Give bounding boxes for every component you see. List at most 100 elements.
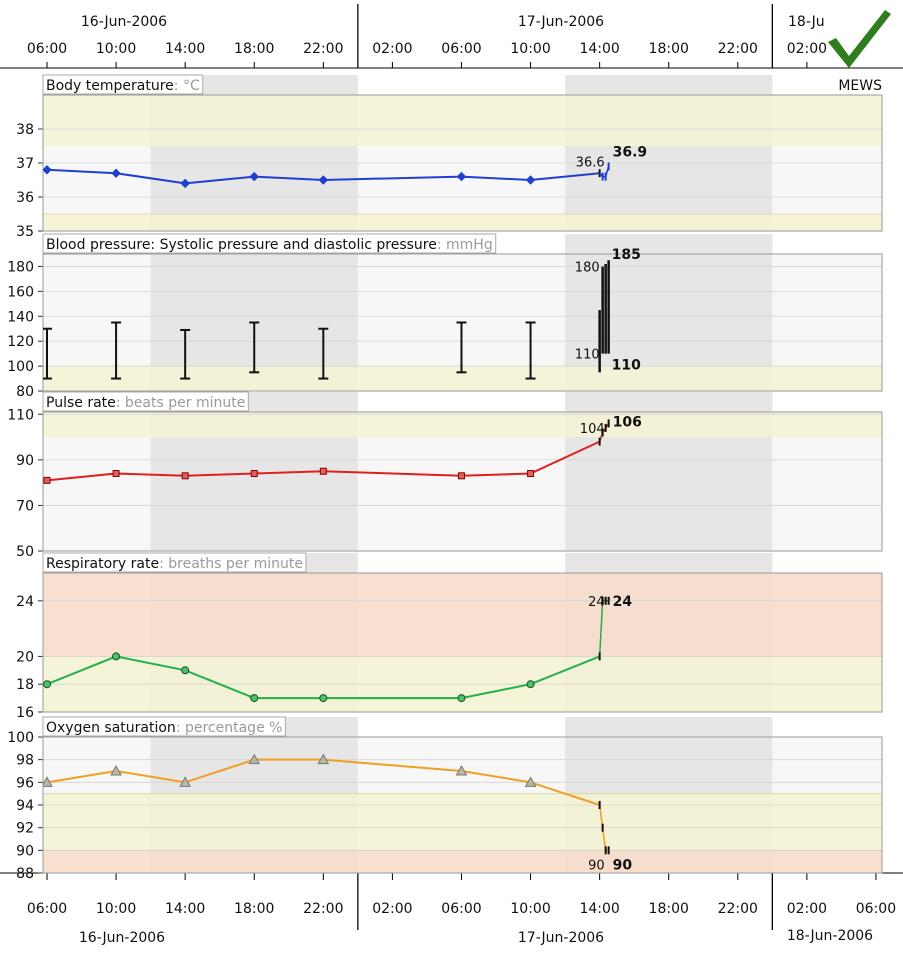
top-time-tick-label: 18:00 <box>234 41 274 57</box>
data-point <box>112 652 121 661</box>
series-group <box>43 596 610 703</box>
series-line <box>46 168 600 185</box>
data-point <box>319 467 327 475</box>
summary-low-current: 110 <box>612 358 641 374</box>
data-point <box>525 175 536 185</box>
threshold-band <box>43 214 882 231</box>
y-tick-label: 90 <box>16 843 34 859</box>
panel-title-label: Blood pressure: Systolic pressure and di… <box>46 237 437 253</box>
panel-unit-label: : mmHg <box>437 237 493 253</box>
top-time-tick-label: 14:00 <box>165 41 205 57</box>
panel-title: Respiratory rate: breaths per minute <box>42 552 307 573</box>
top-date-label-1: 16-Jun-2006 <box>81 14 167 30</box>
panel-5: 88 90 92 94 96 98 100 Oxygen saturation: percen… <box>7 716 883 882</box>
bottom-time-tick-label: 10:00 <box>96 901 136 917</box>
panel-title-box <box>42 552 307 573</box>
bottom-time-tick-label: 18:00 <box>649 901 689 917</box>
panel-title-text: Pulse rate: beats per minute <box>46 395 245 411</box>
data-point <box>180 178 190 189</box>
recent-trend-line <box>598 804 609 852</box>
panel-title-label: Body temperature <box>46 78 174 94</box>
y-tick-label: 100 <box>7 359 34 375</box>
data-point <box>181 666 190 675</box>
panel-1: 35 36 37 38 Body temperature: °C 36.6 36.9 <box>16 74 883 240</box>
bottom-date-label-3: 18-Jun-2006 <box>787 928 873 944</box>
summary-current-value: 24 <box>613 594 633 610</box>
bottom-time-tick-label: 18:00 <box>234 901 274 917</box>
y-tick-label: 35 <box>16 224 34 240</box>
panel-unit-label: : beats per minute <box>116 395 246 411</box>
panel-title-label: Respiratory rate <box>46 556 159 572</box>
threshold-band <box>43 850 882 873</box>
series-group <box>43 162 610 189</box>
panel-title-text: Blood pressure: Systolic pressure and di… <box>46 237 493 253</box>
threshold-band <box>43 412 882 438</box>
series-line <box>46 758 600 806</box>
bottom-time-tick-label: 06:00 <box>856 901 896 917</box>
panel-unit-label: : breaths per minute <box>159 556 303 572</box>
top-time-tick-label: 06:00 <box>441 41 481 57</box>
y-tick-label: 80 <box>16 384 34 400</box>
y-tick-label: 20 <box>16 649 34 665</box>
data-point <box>319 694 328 703</box>
panel-4: 16 18 20 24 Respiratory rate: breaths per mi… <box>16 552 883 721</box>
data-point <box>112 470 120 478</box>
plot-frame <box>42 411 883 552</box>
summary-high-current: 185 <box>612 247 641 263</box>
top-time-tick-label: 10:00 <box>510 41 550 57</box>
data-point <box>456 171 467 182</box>
summary-low-value: 90 <box>588 858 605 873</box>
y-tick-label: 100 <box>7 730 34 746</box>
y-tick-label: 24 <box>16 594 34 610</box>
y-tick-label: 16 <box>16 705 34 721</box>
bottom-time-tick-label: 06:00 <box>441 901 481 917</box>
top-time-tick-label: 18:00 <box>649 41 689 57</box>
y-tick-label: 94 <box>16 798 34 814</box>
panel-title-text: Respiratory rate: breaths per minute <box>46 556 303 572</box>
panel-title: Blood pressure: Systolic pressure and di… <box>42 233 497 254</box>
y-tick-label: 92 <box>16 821 34 837</box>
data-point <box>250 694 259 703</box>
bottom-time-tick-label: 02:00 <box>372 901 412 917</box>
plot-frame <box>42 253 883 392</box>
panel-2: 80 100 120 140 160 180 Blood pressure: Systoli… <box>7 233 883 400</box>
panel-unit-label: : percentage % <box>176 720 283 736</box>
top-time-tick-label: 22:00 <box>718 41 758 57</box>
top-time-tick-label: 22:00 <box>303 41 343 57</box>
plot-frame <box>42 94 883 232</box>
data-point <box>43 680 51 689</box>
data-point <box>457 472 465 480</box>
summary-low-value: 110 <box>575 348 600 363</box>
y-tick-label: 180 <box>7 259 34 275</box>
panel-title-text: Body temperature: °C <box>46 78 200 94</box>
summary-current-value: 90 <box>613 857 633 873</box>
y-tick-label: 36 <box>16 190 34 206</box>
panel-title-box <box>42 391 249 412</box>
data-point <box>249 171 259 182</box>
y-tick-label: 110 <box>7 407 34 423</box>
summary-current-value: 106 <box>613 414 642 430</box>
bottom-date-label-2: 17-Jun-2006 <box>518 930 604 946</box>
y-tick-label: 38 <box>16 122 34 138</box>
panel-title: Body temperature: °C <box>42 74 204 95</box>
threshold-band <box>43 366 882 391</box>
bottom-time-tick-label: 22:00 <box>303 901 343 917</box>
threshold-band <box>43 793 882 851</box>
top-time-tick-label: 02:00 <box>372 41 412 57</box>
panel-title-box <box>42 74 204 95</box>
bottom-time-tick-label: 14:00 <box>579 901 619 917</box>
data-point <box>248 753 261 765</box>
series-group <box>43 419 610 484</box>
data-point <box>111 168 121 178</box>
threshold-band <box>43 95 882 146</box>
data-point <box>43 776 53 787</box>
y-tick-label: 160 <box>7 284 34 300</box>
panel-title: Oxygen saturation: percentage % <box>42 716 286 737</box>
summary-high-value: 180 <box>575 260 600 275</box>
top-time-tick-label: 02:00 <box>787 41 827 57</box>
plot-frame <box>42 736 883 874</box>
series-line <box>46 440 601 482</box>
data-point <box>527 470 535 478</box>
recent-trend-line <box>598 600 609 657</box>
